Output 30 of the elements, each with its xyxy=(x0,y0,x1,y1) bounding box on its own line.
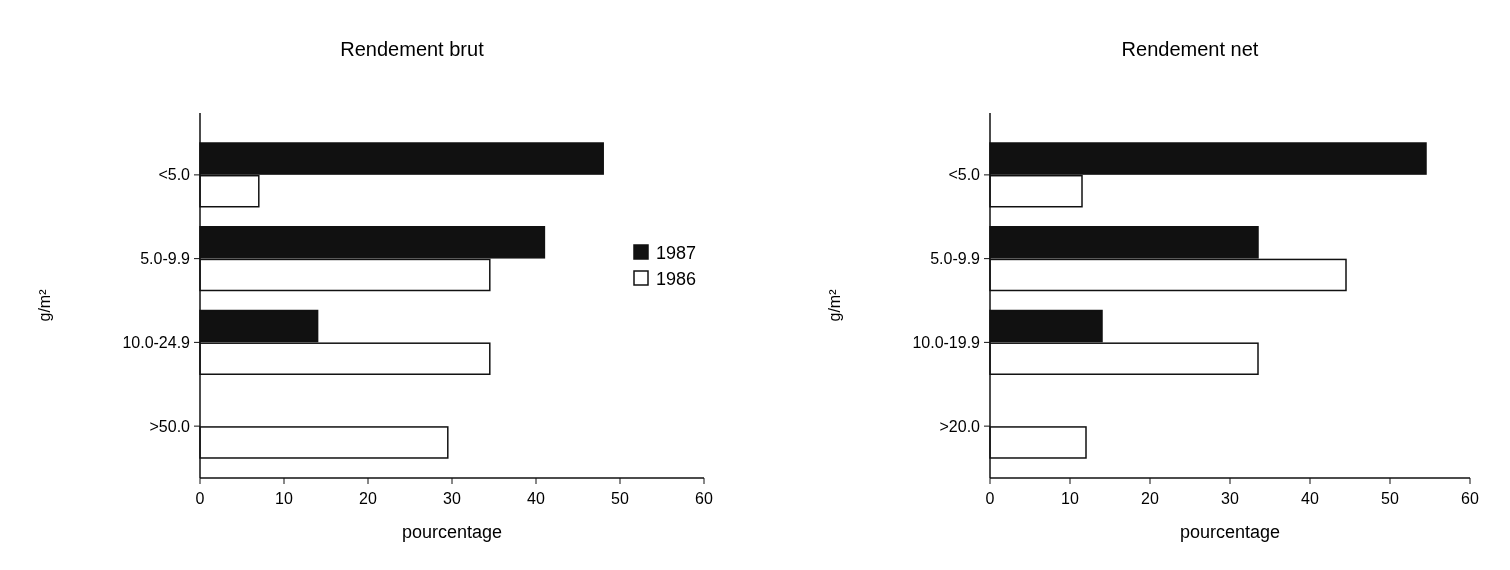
y-tick-label: <5.0 xyxy=(158,166,191,184)
x-tick-label: 60 xyxy=(695,490,713,507)
x-tick-label: 60 xyxy=(1461,490,1479,507)
x-tick-label: 0 xyxy=(985,490,995,507)
y-tick-label: <5.0 xyxy=(948,166,981,184)
x-tick-label: 20 xyxy=(359,490,377,507)
x-tick-label: 0 xyxy=(195,490,205,507)
x-axis-title: pourcentage xyxy=(1179,522,1281,542)
y-tick-label: >50.0 xyxy=(149,417,191,435)
x-tick-label: 50 xyxy=(1381,490,1399,507)
y-axis-title: g/m² xyxy=(826,288,843,322)
x-tick-label: 30 xyxy=(1221,490,1239,507)
legend-label: 1986 xyxy=(656,269,697,290)
y-tick-label: 5.0-9.9 xyxy=(140,250,191,268)
legend-label: 1987 xyxy=(656,243,697,264)
y-tick-label: 5.0-9.9 xyxy=(930,250,981,268)
chart-title: Rendement brut xyxy=(340,38,485,60)
x-tick-label: 30 xyxy=(443,490,461,507)
x-tick-label: 40 xyxy=(527,490,545,507)
y-axis-title: g/m² xyxy=(36,288,53,322)
y-tick-label: 10.0-24.9 xyxy=(122,333,191,351)
y-tick-label: >20.0 xyxy=(939,417,981,435)
x-tick-label: 40 xyxy=(1301,490,1319,507)
x-axis-title: pourcentage xyxy=(401,522,503,542)
x-tick-label: 50 xyxy=(611,490,629,507)
x-tick-label: 20 xyxy=(1141,490,1159,507)
chart-title: Rendement net xyxy=(1121,38,1259,60)
y-tick-label: 10.0-19.9 xyxy=(912,333,981,351)
x-tick-label: 10 xyxy=(1061,490,1079,507)
x-tick-label: 10 xyxy=(275,490,293,507)
